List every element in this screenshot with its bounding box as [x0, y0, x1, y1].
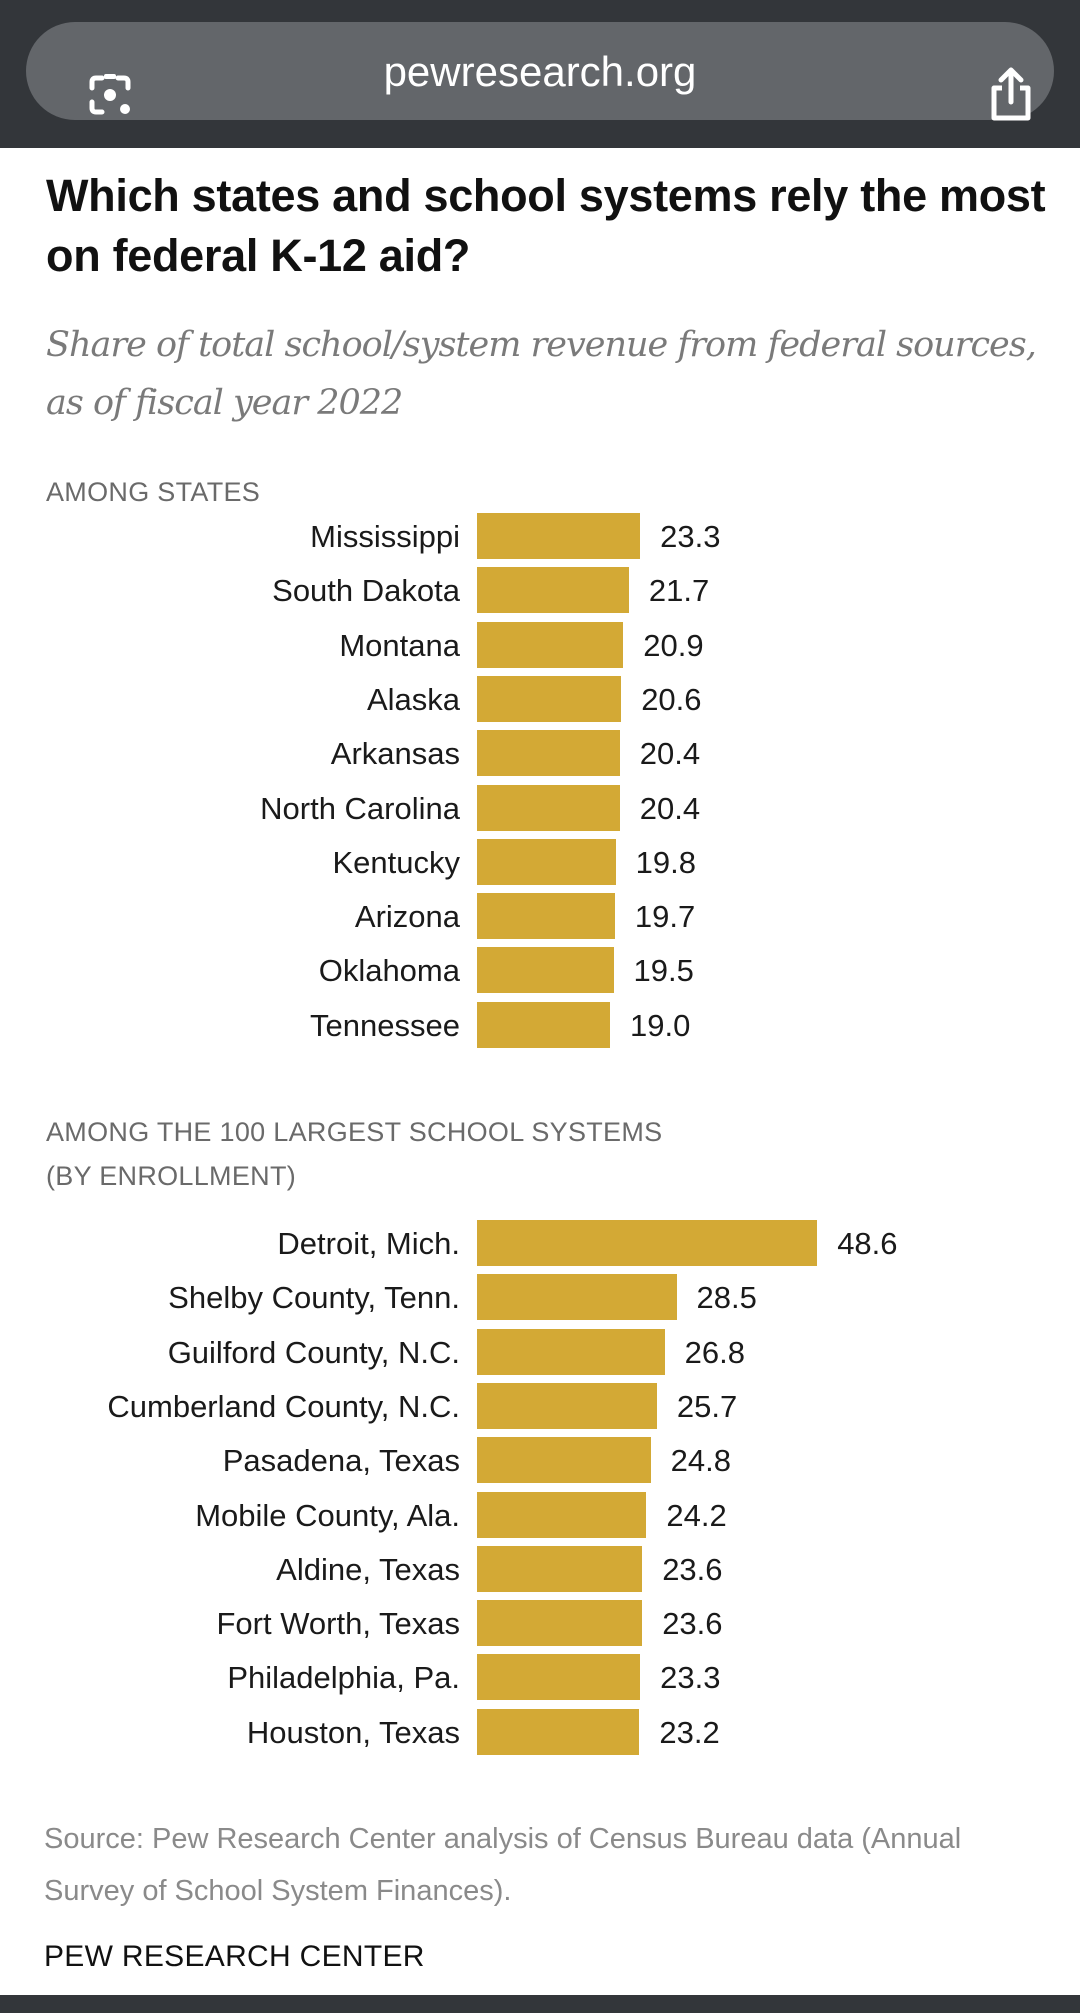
states-section-label: AMONG STATES	[46, 477, 261, 507]
state-value-label: 19.8	[635, 844, 696, 880]
school-system-category-label: Cumberland County, N.C.	[107, 1388, 460, 1424]
school-system-bar	[477, 1545, 643, 1592]
state-value-label: 20.4	[639, 736, 701, 772]
state-value-label: 20.6	[641, 681, 702, 717]
state-category-label: Arkansas	[330, 736, 460, 772]
school-system-category-label: Houston, Texas	[246, 1714, 460, 1750]
chart-title: Which states and school systems rely the…	[46, 170, 1046, 281]
school-system-value-label: 23.2	[659, 1714, 720, 1750]
state-value-label: 21.7	[648, 573, 710, 609]
school-system-value-label: 48.6	[837, 1226, 898, 1261]
school-system-value-label: 23.6	[662, 1551, 723, 1587]
state-bar	[477, 513, 641, 559]
school-system-category-label: Philadelphia, Pa.	[227, 1660, 460, 1696]
browser-bottom-bar	[0, 1995, 1080, 2013]
state-category-label: South Dakota	[272, 573, 460, 609]
school-system-category-label: Mobile County, Ala.	[195, 1497, 460, 1533]
state-bar	[477, 947, 614, 994]
state-category-label: Tennessee	[310, 1007, 460, 1043]
state-bar	[477, 1001, 610, 1048]
source-note: Source: Pew Research Center analysis of …	[44, 1823, 962, 1907]
school-system-category-label: Shelby County, Tenn.	[168, 1280, 460, 1316]
state-category-label: Kentucky	[332, 844, 460, 880]
school-system-value-label: 23.6	[662, 1606, 723, 1642]
google-lens-icon[interactable]	[86, 72, 134, 118]
school-system-bar	[477, 1274, 677, 1321]
state-value-label: 20.9	[643, 627, 704, 663]
school-system-bar	[477, 1708, 640, 1755]
school-system-value-label: 26.8	[684, 1334, 745, 1370]
state-bar	[477, 893, 615, 940]
school-system-bar	[477, 1220, 818, 1266]
school-system-bar	[477, 1328, 665, 1375]
state-bar	[477, 730, 620, 777]
state-bar	[477, 838, 616, 885]
share-icon[interactable]	[986, 66, 1036, 122]
state-category-label: Alaska	[366, 681, 460, 717]
school-system-category-label: Aldine, Texas	[276, 1551, 460, 1587]
school-system-category-label: Pasadena, Texas	[222, 1443, 460, 1479]
school-system-bar	[477, 1382, 657, 1429]
browser-toolbar: pewresearch.org	[0, 0, 1080, 148]
state-bar	[477, 567, 629, 614]
state-category-label: North Carolina	[260, 790, 460, 826]
state-bar	[477, 675, 622, 722]
school-system-bar	[477, 1437, 651, 1484]
state-category-label: Arizona	[354, 899, 460, 935]
state-category-label: Mississippi	[310, 519, 460, 554]
systems-section-label-line1: AMONG THE 100 LARGEST SCHOOL SYSTEMS	[46, 1117, 663, 1147]
school-system-bar	[477, 1600, 643, 1647]
systems-section-label-line2: (BY ENROLLMENT)	[46, 1161, 297, 1191]
school-system-category-label: Guilford County, N.C.	[167, 1334, 460, 1370]
state-value-label: 20.4	[639, 790, 701, 826]
school-system-value-label: 24.8	[670, 1443, 731, 1479]
url-text[interactable]: pewresearch.org	[383, 48, 697, 95]
address-bar[interactable]: pewresearch.org	[26, 22, 1054, 122]
chart-subtitle: Share of total school/system revenue fro…	[46, 325, 1037, 423]
school-system-value-label: 24.2	[666, 1497, 727, 1533]
school-system-category-label: Fort Worth, Texas	[216, 1606, 461, 1642]
state-bar	[477, 621, 624, 668]
chart-page: Which states and school systems rely the…	[0, 148, 1080, 1995]
school-system-value-label: 23.3	[660, 1660, 721, 1696]
state-value-label: 19.5	[633, 953, 694, 989]
brand-logo-text: PEW RESEARCH CENTER	[44, 1940, 425, 1973]
state-value-label: 19.0	[630, 1007, 691, 1043]
school-system-bar	[477, 1491, 647, 1538]
school-system-bar	[477, 1654, 641, 1701]
state-bar	[477, 784, 620, 831]
school-system-value-label: 28.5	[696, 1280, 757, 1316]
state-value-label: 19.7	[634, 899, 696, 935]
state-value-label: 23.3	[660, 519, 721, 554]
school-system-value-label: 25.7	[676, 1388, 738, 1424]
school-system-category-label: Detroit, Mich.	[277, 1226, 460, 1261]
state-category-label: Montana	[339, 627, 460, 663]
state-category-label: Oklahoma	[318, 953, 460, 989]
